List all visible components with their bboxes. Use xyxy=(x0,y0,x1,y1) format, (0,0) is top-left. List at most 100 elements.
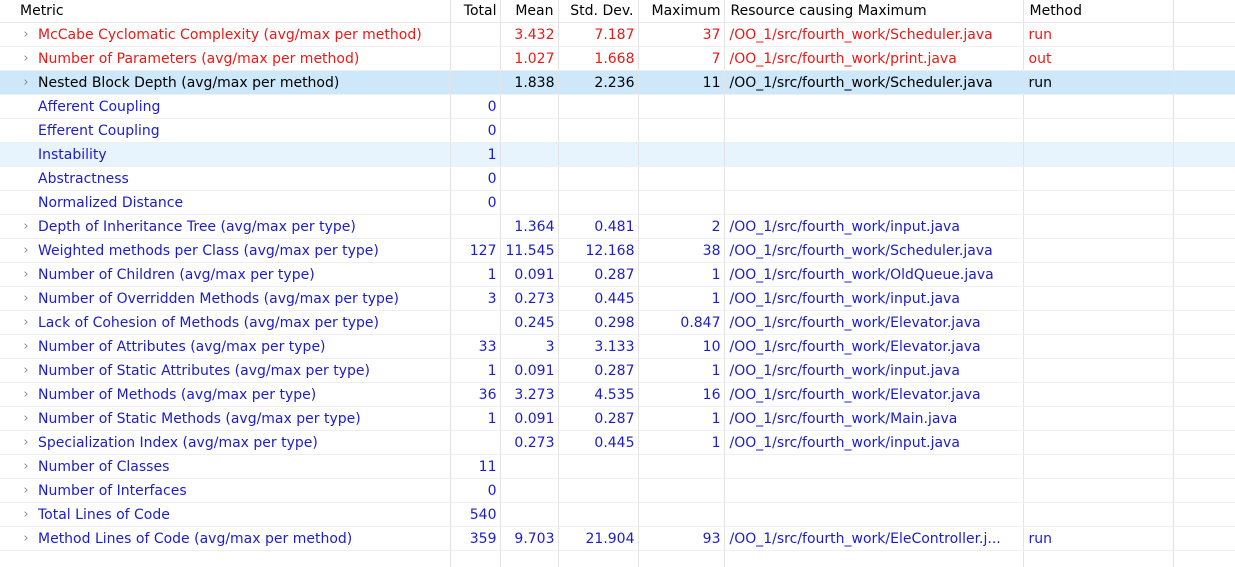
table-row[interactable]: › Method Lines of Code (avg/max per metho… xyxy=(0,526,1235,551)
column-header-std-dev[interactable]: Std. Dev. xyxy=(558,0,639,23)
metric-cell[interactable]: Instability xyxy=(0,142,451,167)
column-header-total[interactable]: Total xyxy=(450,0,501,23)
table-row[interactable]: Normalized Distance 0 xyxy=(0,190,1235,215)
table-row[interactable]: › Specialization Index (avg/max per type)… xyxy=(0,430,1235,455)
mean-cell xyxy=(500,142,559,167)
chevron-right-icon[interactable]: › xyxy=(23,410,29,426)
column-header-maximum[interactable]: Maximum xyxy=(638,0,725,23)
metric-cell[interactable]: › Method Lines of Code (avg/max per metho… xyxy=(0,526,451,551)
std-dev-cell: 2.236 xyxy=(558,70,639,95)
method-cell xyxy=(1023,454,1174,479)
metric-cell[interactable]: › Total Lines of Code xyxy=(0,502,451,527)
table-row[interactable]: › McCabe Cyclomatic Complexity (avg/max p… xyxy=(0,22,1235,47)
metric-cell[interactable]: › Number of Methods (avg/max per type) xyxy=(0,382,451,407)
total-cell: 0 xyxy=(450,478,501,503)
metric-cell[interactable]: › Number of Static Attributes (avg/max pe… xyxy=(0,358,451,383)
metric-label: Lack of Cohesion of Methods (avg/max per… xyxy=(38,314,379,331)
table-row[interactable]: › Number of Classes 11 xyxy=(0,454,1235,479)
total-cell xyxy=(450,310,501,335)
total-cell: 359 xyxy=(450,526,501,551)
metric-cell[interactable]: › Number of Parameters (avg/max per metho… xyxy=(0,46,451,71)
maximum-cell: 1 xyxy=(638,430,725,455)
std-dev-cell xyxy=(558,190,639,215)
chevron-right-icon[interactable]: › xyxy=(23,218,29,234)
metric-cell[interactable]: › McCabe Cyclomatic Complexity (avg/max p… xyxy=(0,22,451,47)
chevron-right-icon[interactable]: › xyxy=(23,314,29,330)
table-row[interactable]: › Number of Overridden Methods (avg/max p… xyxy=(0,286,1235,311)
metric-cell[interactable]: › Number of Interfaces xyxy=(0,478,451,503)
column-header-mean[interactable]: Mean xyxy=(500,0,559,23)
method-cell xyxy=(1023,502,1174,527)
table-row[interactable]: Efferent Coupling 0 xyxy=(0,118,1235,143)
table-row[interactable]: › Nested Block Depth (avg/max per method)… xyxy=(0,70,1235,95)
chevron-right-icon[interactable]: › xyxy=(23,74,29,90)
metric-cell[interactable]: › Depth of Inheritance Tree (avg/max per … xyxy=(0,214,451,239)
resource-cell: /OO_1/src/fourth_work/Elevator.java xyxy=(724,334,1024,359)
column-header-resource[interactable]: Resource causing Maximum xyxy=(724,0,1024,23)
chevron-right-icon[interactable]: › xyxy=(23,458,29,474)
table-row[interactable]: › Number of Methods (avg/max per type) 36 3… xyxy=(0,382,1235,407)
total-cell xyxy=(450,46,501,71)
chevron-right-icon[interactable]: › xyxy=(23,26,29,42)
total-cell: 11 xyxy=(450,454,501,479)
column-header-metric[interactable]: Metric xyxy=(0,0,451,23)
chevron-right-icon[interactable]: › xyxy=(23,362,29,378)
resource-cell xyxy=(724,166,1024,191)
chevron-right-icon[interactable]: › xyxy=(23,242,29,258)
resource-cell xyxy=(724,454,1024,479)
filler-cell xyxy=(1173,166,1235,191)
method-cell xyxy=(1023,214,1174,239)
chevron-right-icon[interactable]: › xyxy=(23,338,29,354)
metric-cell[interactable]: › Specialization Index (avg/max per type) xyxy=(0,430,451,455)
chevron-right-icon[interactable]: › xyxy=(23,386,29,402)
resource-cell: /OO_1/src/fourth_work/input.java xyxy=(724,214,1024,239)
table-row[interactable]: › Number of Static Attributes (avg/max pe… xyxy=(0,358,1235,383)
resource-cell xyxy=(724,190,1024,215)
mean-cell: 1.027 xyxy=(500,46,559,71)
column-header-method[interactable]: Method xyxy=(1023,0,1174,23)
table-row[interactable]: Afferent Coupling 0 xyxy=(0,94,1235,119)
table-row[interactable]: Abstractness 0 xyxy=(0,166,1235,191)
table-row[interactable]: › Weighted methods per Class (avg/max per… xyxy=(0,238,1235,263)
metric-cell[interactable]: Abstractness xyxy=(0,166,451,191)
table-row[interactable]: › Number of Static Methods (avg/max per t… xyxy=(0,406,1235,431)
table-row[interactable]: › Number of Parameters (avg/max per metho… xyxy=(0,46,1235,71)
total-cell: 1 xyxy=(450,142,501,167)
chevron-right-icon[interactable]: › xyxy=(23,530,29,546)
chevron-right-icon[interactable]: › xyxy=(23,434,29,450)
chevron-right-icon[interactable]: › xyxy=(23,266,29,282)
resource-cell xyxy=(724,118,1024,143)
metric-cell[interactable]: › Number of Static Methods (avg/max per t… xyxy=(0,406,451,431)
chevron-right-icon[interactable]: › xyxy=(23,506,29,522)
metric-cell[interactable]: Afferent Coupling xyxy=(0,94,451,119)
metric-label: Afferent Coupling xyxy=(38,98,161,115)
method-cell xyxy=(1023,334,1174,359)
metric-cell[interactable]: › Number of Attributes (avg/max per type) xyxy=(0,334,451,359)
filler-cell xyxy=(1173,238,1235,263)
metric-cell[interactable]: › Lack of Cohesion of Methods (avg/max pe… xyxy=(0,310,451,335)
metric-cell[interactable]: Normalized Distance xyxy=(0,190,451,215)
chevron-right-icon[interactable]: › xyxy=(23,482,29,498)
table-row[interactable]: › Number of Children (avg/max per type) 1 0… xyxy=(0,262,1235,287)
total-cell: 1 xyxy=(450,262,501,287)
metric-cell[interactable]: › Number of Overridden Methods (avg/max p… xyxy=(0,286,451,311)
mean-cell: 0.273 xyxy=(500,430,559,455)
chevron-right-icon[interactable]: › xyxy=(23,50,29,66)
table-row[interactable]: › Number of Interfaces 0 xyxy=(0,478,1235,503)
std-dev-cell xyxy=(558,502,639,527)
chevron-right-icon[interactable]: › xyxy=(23,290,29,306)
table-row[interactable]: › Depth of Inheritance Tree (avg/max per … xyxy=(0,214,1235,239)
total-cell: 0 xyxy=(450,166,501,191)
metric-cell[interactable]: Efferent Coupling xyxy=(0,118,451,143)
mean-cell xyxy=(500,94,559,119)
table-row[interactable]: › Number of Attributes (avg/max per type)… xyxy=(0,334,1235,359)
metric-cell[interactable]: › Weighted methods per Class (avg/max per… xyxy=(0,238,451,263)
metric-cell[interactable]: › Number of Classes xyxy=(0,454,451,479)
std-dev-cell: 0.287 xyxy=(558,406,639,431)
table-row[interactable]: Instability 1 xyxy=(0,142,1235,167)
metric-cell[interactable]: › Nested Block Depth (avg/max per method) xyxy=(0,70,451,95)
metric-label: Number of Static Attributes (avg/max per… xyxy=(38,362,371,379)
table-row[interactable]: › Lack of Cohesion of Methods (avg/max pe… xyxy=(0,310,1235,335)
table-row[interactable]: › Total Lines of Code 540 xyxy=(0,502,1235,527)
metric-cell[interactable]: › Number of Children (avg/max per type) xyxy=(0,262,451,287)
